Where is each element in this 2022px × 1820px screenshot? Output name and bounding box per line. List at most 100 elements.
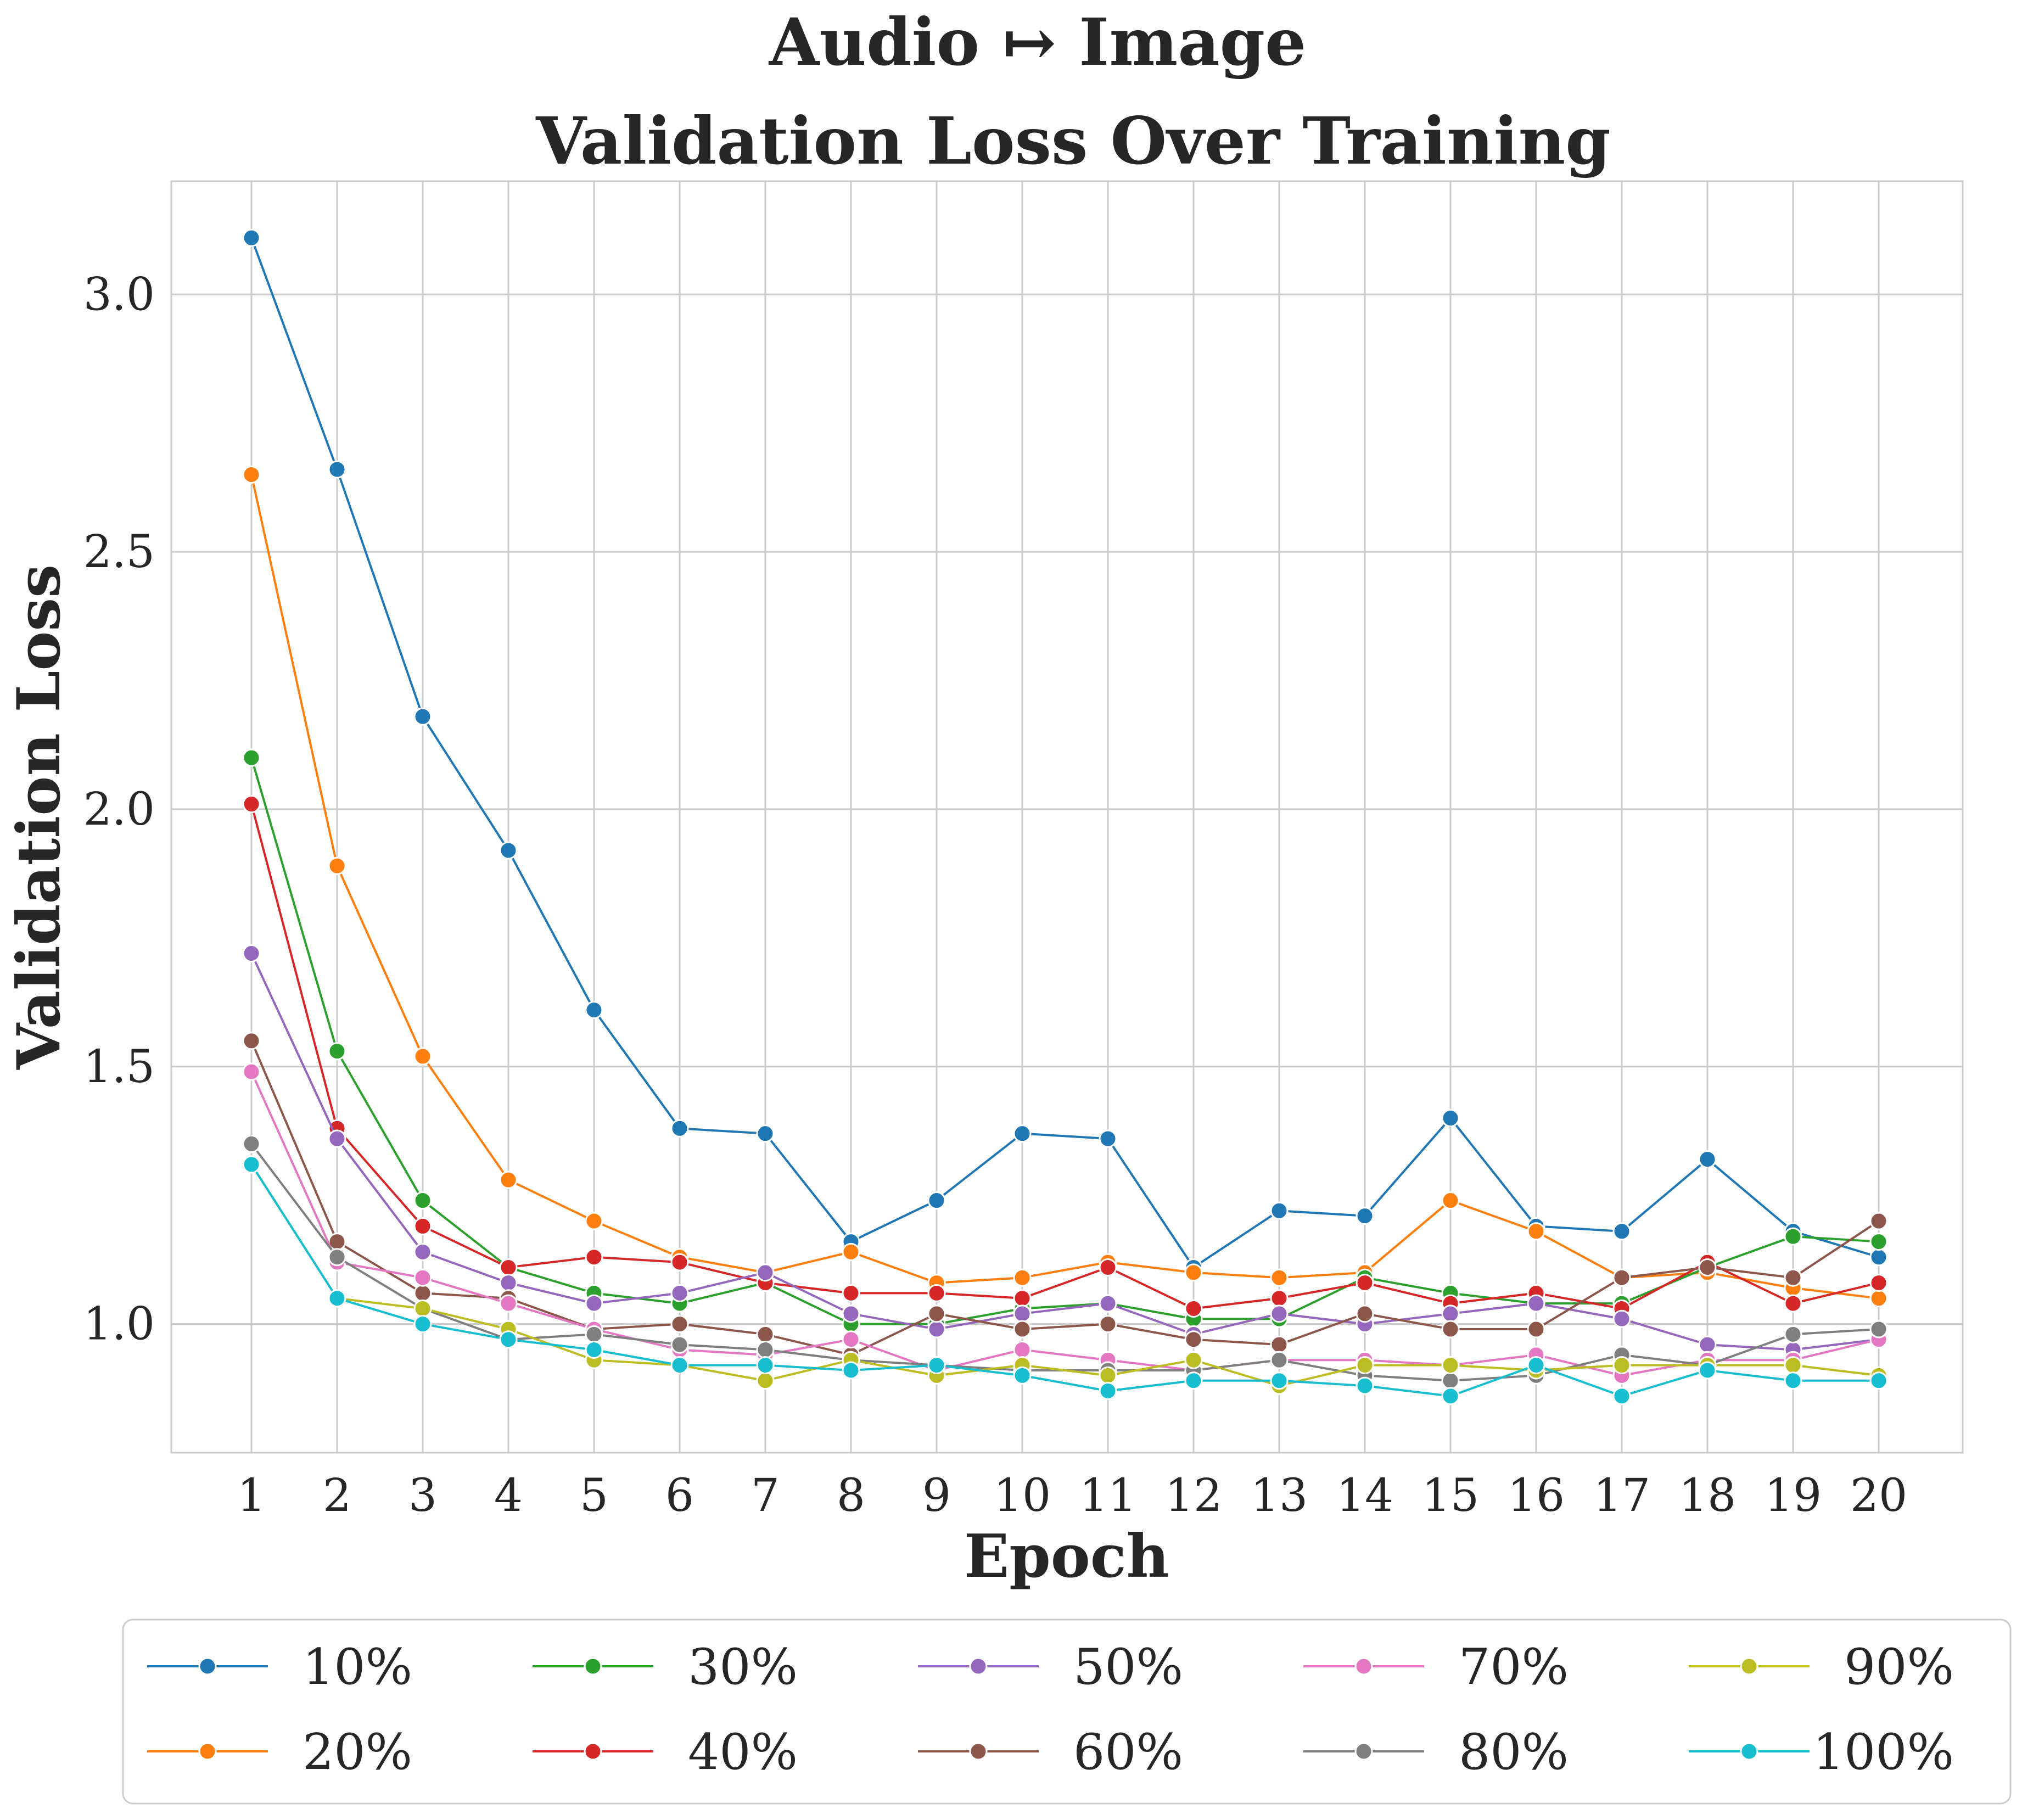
series-50pct xyxy=(242,944,1888,1359)
legend-item-80pct: 80% xyxy=(1303,1723,1569,1781)
data-point-100pct xyxy=(1270,1371,1289,1390)
series-80pct xyxy=(242,1134,1888,1390)
legend-item-10pct: 10% xyxy=(147,1638,412,1696)
data-point-20pct xyxy=(413,1047,432,1066)
legend-marker-10pct xyxy=(198,1657,217,1676)
data-point-90pct xyxy=(1356,1356,1374,1375)
data-point-20pct xyxy=(1441,1191,1460,1210)
plot-frame xyxy=(170,180,1964,1454)
legend-item-100pct: 100% xyxy=(1689,1723,1954,1781)
data-point-60pct xyxy=(1612,1268,1631,1287)
data-point-30pct xyxy=(1784,1227,1802,1246)
data-point-80pct xyxy=(328,1248,346,1267)
series-line-20pct xyxy=(250,474,1879,1300)
data-point-100pct xyxy=(1527,1356,1545,1375)
legend-marker-40pct xyxy=(584,1742,602,1761)
data-point-60pct xyxy=(927,1304,946,1323)
data-point-100pct xyxy=(1013,1366,1032,1385)
data-point-100pct xyxy=(242,1155,261,1174)
data-point-30pct xyxy=(328,1042,346,1061)
x-tick-label: 19 xyxy=(1765,1470,1822,1522)
data-point-20pct xyxy=(499,1171,518,1189)
x-tick-label: 18 xyxy=(1679,1470,1736,1522)
legend-marker-60pct xyxy=(969,1742,988,1761)
grid xyxy=(171,181,1963,1453)
x-tick-label: 20 xyxy=(1850,1470,1907,1522)
data-point-40pct xyxy=(1270,1289,1289,1308)
series-20pct xyxy=(242,465,1888,1308)
x-tick-label: 1 xyxy=(237,1470,266,1522)
series-line-40pct xyxy=(250,804,1879,1310)
data-point-100pct xyxy=(328,1289,346,1308)
data-point-20pct xyxy=(585,1212,603,1230)
series-line-10pct xyxy=(250,237,1879,1269)
chart-title: Audio ↦ Image xyxy=(769,4,1307,80)
data-point-10pct xyxy=(1013,1124,1032,1143)
data-point-30pct xyxy=(1869,1233,1888,1251)
x-tick-label: 12 xyxy=(1165,1470,1222,1522)
y-axis-label: Validation Loss xyxy=(4,564,74,1070)
data-point-70pct xyxy=(242,1062,261,1081)
data-point-60pct xyxy=(1013,1320,1032,1339)
data-point-10pct xyxy=(1612,1222,1631,1241)
data-point-10pct xyxy=(756,1124,775,1143)
x-tick-label: 15 xyxy=(1422,1470,1479,1522)
data-point-40pct xyxy=(242,795,261,814)
y-tick-label: 3.0 xyxy=(83,268,155,321)
x-tick-labels: 1 2 3 4 5 6 7 8 9 10 11 12 13 14 15 16 17 18 19 20 xyxy=(237,1470,1907,1522)
data-point-10pct xyxy=(328,460,346,479)
data-point-20pct xyxy=(1184,1263,1203,1282)
data-point-10pct xyxy=(927,1191,946,1210)
data-point-80pct xyxy=(756,1340,775,1359)
legend-item-70pct: 70% xyxy=(1303,1638,1569,1696)
series-line-30pct xyxy=(250,757,1879,1325)
legend-label-50pct: 50% xyxy=(1073,1638,1183,1696)
data-point-60pct xyxy=(1184,1330,1203,1349)
series-group xyxy=(242,228,1888,1405)
x-tick-label: 6 xyxy=(665,1470,694,1522)
data-point-90pct xyxy=(413,1299,432,1318)
legend: 10% 20% 30% 40% 50% 60% 70% 80% 90% 100% xyxy=(122,1619,2012,1805)
data-point-50pct xyxy=(242,944,261,962)
y-tick-label: 2.5 xyxy=(83,526,155,578)
data-point-80pct xyxy=(1869,1320,1888,1339)
data-point-80pct xyxy=(670,1335,689,1354)
legend-label-90pct: 90% xyxy=(1844,1638,1954,1696)
data-point-100pct xyxy=(842,1361,860,1380)
data-point-50pct xyxy=(499,1274,518,1292)
data-point-50pct xyxy=(1698,1335,1717,1354)
data-point-100pct xyxy=(1698,1361,1717,1380)
series-line-70pct xyxy=(250,1071,1879,1377)
data-point-60pct xyxy=(1356,1304,1374,1323)
series-40pct xyxy=(242,795,1888,1318)
data-point-100pct xyxy=(670,1356,689,1375)
data-point-100pct xyxy=(1099,1381,1117,1400)
data-point-100pct xyxy=(499,1330,518,1349)
data-point-50pct xyxy=(1013,1304,1032,1323)
data-point-60pct xyxy=(1698,1258,1717,1276)
legend-marker-80pct xyxy=(1354,1742,1373,1761)
x-axis-label: Epoch xyxy=(964,1522,1169,1591)
data-point-100pct xyxy=(1612,1387,1631,1405)
data-point-40pct xyxy=(1099,1258,1117,1276)
legend-marker-70pct xyxy=(1354,1657,1373,1676)
data-point-80pct xyxy=(1270,1351,1289,1369)
data-point-90pct xyxy=(1184,1351,1203,1369)
legend-label-40pct: 40% xyxy=(688,1723,798,1781)
data-point-50pct xyxy=(1612,1309,1631,1328)
x-tick-label: 8 xyxy=(837,1470,865,1522)
data-point-80pct xyxy=(1441,1371,1460,1390)
data-point-50pct xyxy=(927,1320,946,1339)
x-tick-label: 13 xyxy=(1251,1470,1308,1522)
data-point-40pct xyxy=(1869,1274,1888,1292)
x-tick-label: 3 xyxy=(408,1470,437,1522)
data-point-60pct xyxy=(413,1284,432,1302)
data-point-10pct xyxy=(1869,1248,1888,1267)
legend-item-30pct: 30% xyxy=(533,1638,798,1696)
legend-item-60pct: 60% xyxy=(918,1723,1183,1781)
x-tick-label: 11 xyxy=(1079,1470,1136,1522)
legend-label-80pct: 80% xyxy=(1459,1723,1569,1781)
data-point-10pct xyxy=(1441,1109,1460,1128)
data-point-40pct xyxy=(413,1217,432,1235)
